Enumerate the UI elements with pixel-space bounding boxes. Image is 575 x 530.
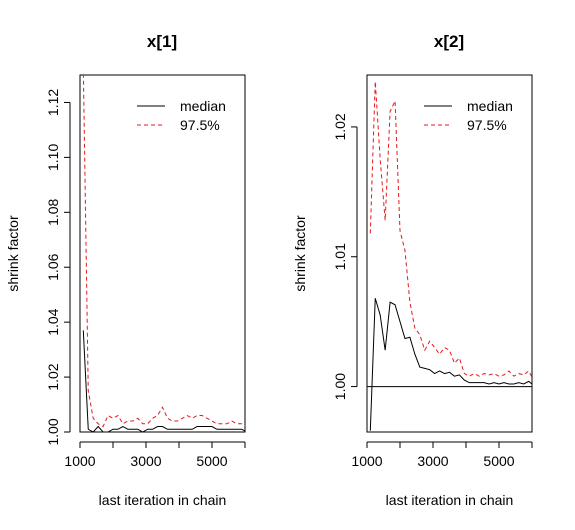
y-tick-label: 1.08 xyxy=(45,198,61,225)
x-tick-label: 3000 xyxy=(417,453,448,469)
y-tick-label: 1.10 xyxy=(45,144,61,171)
y-tick-label: 1.12 xyxy=(45,89,61,116)
legend-label-upper: 97.5% xyxy=(180,117,220,133)
series-line-median xyxy=(369,298,532,431)
x-tick-label: 1000 xyxy=(64,453,95,469)
x-tick-label: 3000 xyxy=(130,453,161,469)
y-tick-label: 1.02 xyxy=(332,113,348,140)
data-layer xyxy=(367,81,532,431)
series-line-upper xyxy=(82,75,245,428)
x-tick-label: 5000 xyxy=(483,453,514,469)
panel-title: x[1] xyxy=(147,32,177,51)
series-line-upper xyxy=(369,81,532,379)
x-tick-label: 1000 xyxy=(351,453,382,469)
y-axis-label: shrink factor xyxy=(5,215,21,292)
y-tick-label: 1.02 xyxy=(45,363,61,390)
series-line-median xyxy=(82,330,245,432)
y-tick-label: 1.01 xyxy=(332,243,348,270)
y-tick-label: 1.06 xyxy=(45,253,61,280)
panel-1: x[1] 1000 3000 5000 1.00 1.02 1.04 1.06 1.08 1.10… xyxy=(5,32,246,508)
y-tick-label: 1.00 xyxy=(332,373,348,400)
legend: median 97.5% xyxy=(424,98,513,133)
plot-frame xyxy=(79,74,246,433)
x-tick-label: 5000 xyxy=(196,453,227,469)
y-axis-label: shrink factor xyxy=(292,215,308,292)
y-tick-label: 1.04 xyxy=(45,308,61,335)
legend-label-median: median xyxy=(467,98,513,114)
x-axis-label: last iteration in chain xyxy=(386,492,514,508)
y-tick-label: 1.00 xyxy=(45,418,61,445)
data-layer xyxy=(80,75,245,432)
legend: median 97.5% xyxy=(137,98,226,133)
panel-title: x[2] xyxy=(434,32,464,51)
legend-label-median: median xyxy=(180,98,226,114)
legend-label-upper: 97.5% xyxy=(467,117,507,133)
panel-2: x[2] 1000 3000 5000 1.00 1.01 1.02 last iterati… xyxy=(292,32,533,508)
plot-frame xyxy=(366,74,533,433)
x-axis-label: last iteration in chain xyxy=(99,492,227,508)
